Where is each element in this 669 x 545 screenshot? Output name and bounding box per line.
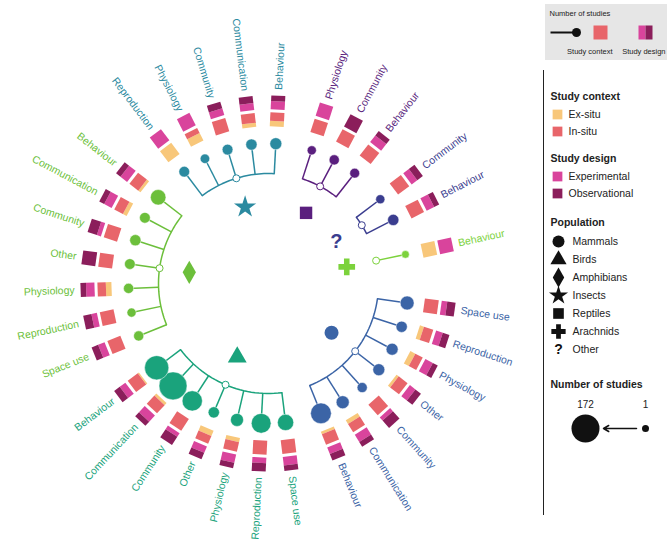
svg-text:Communication: Communication — [231, 18, 252, 92]
svg-text:Population: Population — [551, 216, 605, 228]
svg-text:Physiology: Physiology — [24, 284, 76, 298]
svg-text:Community: Community — [354, 62, 390, 115]
svg-text:Community: Community — [32, 201, 87, 229]
svg-text:Behaviour: Behaviour — [438, 168, 486, 200]
svg-text:Study design: Study design — [551, 152, 617, 164]
svg-text:Other: Other — [176, 459, 198, 488]
svg-text:Number of studies: Number of studies — [551, 378, 643, 390]
svg-text:Behaviour: Behaviour — [336, 461, 365, 510]
svg-text:Other: Other — [50, 246, 78, 262]
svg-text:Behaviour: Behaviour — [457, 227, 506, 249]
svg-text:Community: Community — [394, 423, 439, 471]
svg-text:Space use: Space use — [40, 350, 91, 380]
svg-text:Reptiles: Reptiles — [573, 307, 611, 319]
svg-text:Behaviour: Behaviour — [72, 395, 117, 433]
svg-text:Behaviour: Behaviour — [383, 89, 422, 134]
svg-text:Ex-situ: Ex-situ — [569, 108, 601, 120]
svg-text:Behaviour: Behaviour — [272, 42, 286, 90]
svg-text:Communication: Communication — [367, 445, 416, 513]
svg-text:Other: Other — [573, 343, 600, 355]
svg-text:Other: Other — [418, 398, 446, 424]
svg-text:Reproduction: Reproduction — [248, 477, 263, 540]
svg-text:Arachnids: Arachnids — [573, 325, 620, 337]
svg-text:Physiology: Physiology — [207, 470, 230, 523]
svg-text:Communication: Communication — [30, 152, 100, 197]
svg-text:Community: Community — [191, 45, 218, 100]
svg-text:Study context: Study context — [551, 90, 621, 102]
svg-text:Birds: Birds — [573, 253, 597, 265]
svg-text:172: 172 — [577, 399, 594, 410]
svg-text:Physiology: Physiology — [153, 62, 187, 113]
svg-text:Physiology: Physiology — [437, 369, 488, 404]
svg-text:Insects: Insects — [573, 289, 606, 301]
svg-text:Number of studies: Number of studies — [550, 9, 611, 18]
svg-text:Space use: Space use — [287, 475, 305, 526]
svg-text:Observational: Observational — [569, 187, 634, 199]
svg-text:In-situ: In-situ — [569, 125, 598, 137]
svg-text:Community: Community — [128, 442, 167, 494]
svg-text:?: ? — [330, 230, 342, 252]
svg-text:?: ? — [554, 341, 563, 357]
svg-text:Reproduction: Reproduction — [16, 317, 80, 342]
svg-text:Physiology: Physiology — [322, 48, 349, 101]
svg-text:Amphibians: Amphibians — [573, 271, 628, 283]
svg-text:Mammals: Mammals — [573, 235, 619, 247]
svg-text:Behaviour: Behaviour — [75, 130, 120, 169]
svg-text:Community: Community — [419, 129, 469, 171]
svg-text:Experimental: Experimental — [569, 170, 630, 182]
svg-text:Reproduction: Reproduction — [451, 337, 514, 368]
svg-text:1: 1 — [643, 399, 649, 410]
svg-text:Communication: Communication — [82, 421, 141, 483]
svg-text:Reproduction: Reproduction — [110, 75, 157, 132]
svg-text:Study context: Study context — [567, 47, 613, 56]
svg-text:Study design: Study design — [622, 47, 665, 56]
svg-text:Space use: Space use — [460, 304, 511, 323]
